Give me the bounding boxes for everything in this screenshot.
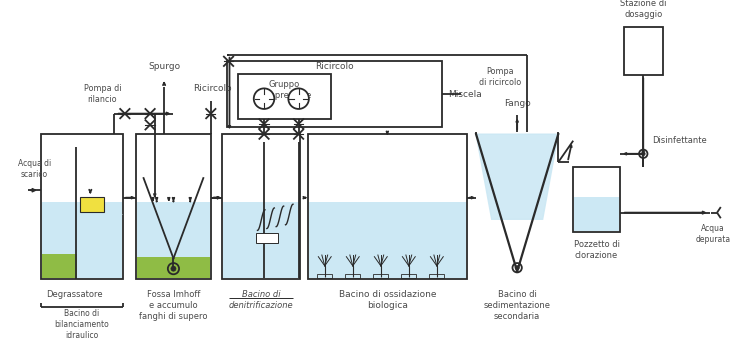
- Bar: [345, 274, 360, 278]
- Text: Bacino di
denitrificazione: Bacino di denitrificazione: [229, 290, 293, 310]
- Text: Ricircolo: Ricircolo: [315, 62, 353, 72]
- Bar: [401, 274, 416, 278]
- Bar: [573, 167, 620, 232]
- Bar: [238, 74, 332, 119]
- Bar: [574, 197, 619, 231]
- Bar: [42, 202, 122, 278]
- Circle shape: [288, 89, 309, 109]
- Polygon shape: [476, 134, 558, 219]
- Bar: [137, 202, 210, 278]
- Text: Fossa Imhoff
e accumulo
fanghi di supero: Fossa Imhoff e accumulo fanghi di supero: [140, 290, 208, 321]
- Bar: [137, 257, 210, 278]
- Text: Spurgo: Spurgo: [148, 62, 180, 71]
- Circle shape: [515, 266, 519, 270]
- Bar: [374, 274, 388, 278]
- Text: Disinfettante: Disinfettante: [652, 136, 707, 145]
- Text: Bacino di
sedimentazione
secondaria: Bacino di sedimentazione secondaria: [484, 290, 550, 321]
- Bar: [309, 202, 466, 278]
- Text: Fango: Fango: [504, 99, 530, 108]
- Text: Pompa
di ricircolo: Pompa di ricircolo: [479, 68, 521, 87]
- Text: Bacino di ossidazione
biologica: Bacino di ossidazione biologica: [338, 290, 436, 310]
- Text: Miscela: Miscela: [448, 90, 482, 98]
- Text: Degrassatore: Degrassatore: [46, 290, 103, 299]
- Bar: [317, 274, 332, 278]
- Text: Bacino di
bilanciamento
idraulico: Bacino di bilanciamento idraulico: [55, 309, 110, 340]
- Bar: [42, 254, 122, 278]
- Text: Stazione di
dosaggio: Stazione di dosaggio: [620, 0, 667, 19]
- Bar: [136, 134, 211, 279]
- Bar: [226, 61, 442, 127]
- Bar: [77, 202, 122, 278]
- Text: Ricircolo: Ricircolo: [194, 84, 232, 93]
- Text: Pozzetto di
clorazione: Pozzetto di clorazione: [574, 240, 620, 260]
- Text: Acqua di
scarico: Acqua di scarico: [18, 159, 51, 179]
- Circle shape: [641, 152, 645, 156]
- Circle shape: [171, 266, 176, 271]
- Bar: [40, 134, 123, 279]
- Text: Mixer: Mixer: [257, 235, 277, 241]
- Bar: [429, 274, 444, 278]
- Bar: [308, 134, 466, 279]
- Bar: [624, 27, 663, 75]
- Bar: [222, 134, 301, 279]
- Text: Pompa di
rilancio: Pompa di rilancio: [84, 84, 122, 104]
- Bar: [256, 233, 278, 244]
- Text: Acqua
depurata: Acqua depurata: [696, 224, 730, 244]
- Bar: [223, 202, 299, 278]
- Bar: [80, 197, 104, 212]
- Text: Gruppo
compressore: Gruppo compressore: [257, 80, 312, 100]
- Circle shape: [254, 89, 274, 109]
